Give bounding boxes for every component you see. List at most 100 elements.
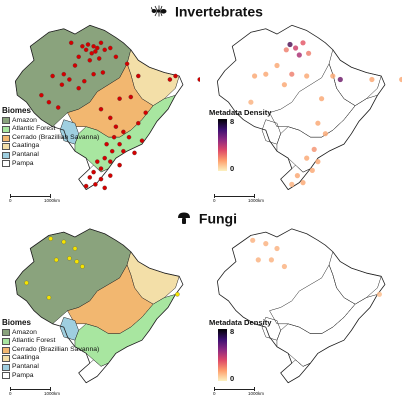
density-cell [306, 50, 312, 56]
occurrence-point [98, 40, 104, 46]
scale-zero-label: 0 [213, 391, 216, 396]
occurrence-point [48, 236, 53, 241]
density-legend-title: Metadata Density [209, 318, 272, 327]
scale-bar-fun-density: 0 1000km [213, 387, 270, 398]
biome-label: Caatinga [12, 354, 40, 362]
panel-title-fungi: Fungi [0, 209, 414, 226]
biome-swatch [2, 151, 10, 159]
occurrence-point [50, 73, 55, 79]
occurrence-point [113, 124, 119, 129]
occurrence-point [93, 49, 98, 54]
occurrence-point [108, 115, 113, 121]
occurrence-point [108, 173, 113, 178]
biome-legend-item: Pantanal [2, 151, 99, 160]
occurrence-point [87, 58, 93, 63]
occurrence-point [67, 77, 72, 82]
occurrence-point [104, 141, 109, 147]
occurrence-point [82, 78, 87, 84]
density-cell [300, 180, 306, 186]
density-cell [281, 263, 287, 270]
occurrence-point [89, 51, 94, 56]
density-cell [376, 291, 382, 297]
biome-legend-item: Caatinga [2, 354, 99, 363]
occurrence-point [109, 148, 115, 154]
density-cell [309, 167, 315, 173]
occurrence-point [83, 47, 89, 53]
biome-swatch [2, 134, 10, 142]
occurrence-point [91, 71, 96, 77]
biome-legend-item: Cerrado (Brazillian Savanna) [2, 134, 99, 143]
biome-swatch [2, 125, 10, 133]
density-legend-invertebrates: Metadata Density 8 0 [209, 108, 299, 188]
occurrence-point [143, 110, 148, 115]
scale-zero-label: 0 [213, 198, 216, 203]
density-cell [319, 96, 325, 102]
occurrence-point [95, 45, 100, 51]
biome-swatch [2, 160, 10, 168]
biome-legend-items: Amazon Atlantic Forest Cerrado (Brazillian… [2, 117, 99, 169]
density-legend-fungi: Metadata Density 8 0 [209, 318, 299, 398]
density-cell [281, 82, 287, 88]
occurrence-point [108, 159, 113, 164]
country-outline [15, 25, 183, 189]
density-cell [294, 173, 300, 179]
biome-swatch [2, 117, 10, 125]
occurrence-point [167, 77, 173, 82]
biome-legend-invertebrates: Biomes Amazon Atlantic Forest Cerrado (Bra… [2, 106, 99, 169]
occurrence-point [108, 45, 113, 51]
occurrence-point [117, 141, 122, 147]
biome-boundary [281, 360, 311, 383]
scale-bar-inv-density: 0 1000km [213, 194, 270, 205]
occurrence-point [80, 44, 85, 49]
occurrence-point [100, 70, 106, 75]
biome-legend-title: Biomes [2, 318, 31, 327]
occurrence-point [117, 162, 122, 168]
biome-label: Atlantic Forest [12, 125, 56, 133]
occurrence-point [67, 256, 72, 261]
occurrence-point [46, 99, 52, 105]
biome-label: Cerrado (Brazillian Savanna) [12, 133, 100, 141]
occurrence-point [93, 182, 98, 187]
occurrence-point [98, 176, 104, 182]
occurrence-point [24, 280, 29, 286]
density-cell [337, 76, 343, 83]
occurrence-point [39, 92, 44, 98]
biome-legend-item: Atlantic Forest [2, 125, 99, 134]
biome-legend-item: Cerrado (Brazillian Savanna) [2, 346, 99, 355]
occurrence-point [175, 292, 180, 297]
occurrence-point [85, 42, 91, 47]
biome-legend-item: Pampa [2, 372, 99, 381]
occurrence-point [98, 166, 104, 171]
occurrence-point [76, 85, 81, 91]
occurrence-point [76, 54, 81, 60]
density-colorbar [218, 329, 227, 381]
occurrence-point [117, 96, 122, 101]
occurrence-point [132, 150, 137, 156]
density-cell [252, 73, 258, 79]
density-cell [274, 245, 280, 252]
biome-label: Amazon [12, 116, 37, 124]
biome-label: Pampa [12, 159, 34, 167]
density-cell [399, 76, 402, 83]
occurrence-point [121, 148, 126, 154]
country-outline [15, 229, 183, 383]
scale-label: 1000km [44, 391, 61, 396]
biome-swatch [2, 329, 10, 337]
density-cell [315, 159, 321, 165]
occurrence-point [136, 120, 141, 126]
density-cell [293, 45, 299, 51]
density-cell [300, 40, 306, 46]
density-cell [296, 52, 302, 58]
density-cell [315, 120, 321, 126]
biome-legend-fungi: Biomes Amazon Atlantic Forest Cerrado (Bra… [2, 318, 99, 381]
biome-label: Pantanal [12, 362, 39, 370]
occurrence-point [111, 134, 117, 140]
occurrence-point [121, 129, 126, 135]
biome-label: Pampa [12, 371, 34, 379]
density-cell [304, 155, 310, 161]
density-cell [322, 131, 328, 137]
biome-label: Caatinga [12, 142, 40, 150]
biome-legend-items: Amazon Atlantic Forest Cerrado (Brazillian… [2, 329, 99, 381]
invertebrates-density-map [206, 18, 402, 208]
density-cell [248, 99, 254, 105]
